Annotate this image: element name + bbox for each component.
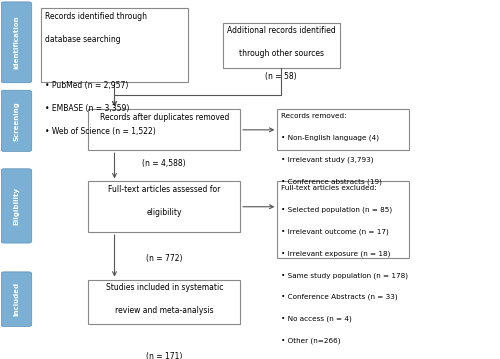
Text: Records after duplicates removed: Records after duplicates removed xyxy=(100,113,229,122)
FancyBboxPatch shape xyxy=(1,90,32,151)
FancyBboxPatch shape xyxy=(41,8,188,81)
Text: • PubMed (n = 2,957): • PubMed (n = 2,957) xyxy=(44,81,128,90)
Text: • Conference Abstracts (n = 33): • Conference Abstracts (n = 33) xyxy=(281,294,398,300)
Text: Records removed:: Records removed: xyxy=(281,113,346,119)
Text: Additional records identified: Additional records identified xyxy=(226,26,336,35)
Text: Screening: Screening xyxy=(14,101,20,141)
Text: Identification: Identification xyxy=(14,15,20,69)
Text: • Non-English language (4): • Non-English language (4) xyxy=(281,135,379,141)
Text: Full-text articles assessed for: Full-text articles assessed for xyxy=(108,185,220,194)
Text: review and meta-analysis: review and meta-analysis xyxy=(115,306,214,315)
FancyBboxPatch shape xyxy=(88,280,240,324)
FancyBboxPatch shape xyxy=(222,23,340,69)
FancyBboxPatch shape xyxy=(1,272,32,327)
Text: (n = 772): (n = 772) xyxy=(146,254,182,263)
Text: (n = 171): (n = 171) xyxy=(146,352,182,359)
Text: Full-text articles excluded:: Full-text articles excluded: xyxy=(281,185,376,191)
Text: Eligibility: Eligibility xyxy=(14,187,20,225)
Text: • Conference abstracts (19): • Conference abstracts (19) xyxy=(281,178,382,185)
Text: • EMBASE (n = 3,359): • EMBASE (n = 3,359) xyxy=(44,104,129,113)
Text: • Other (n=266): • Other (n=266) xyxy=(281,337,340,344)
Text: eligibility: eligibility xyxy=(146,208,182,217)
Text: (n = 4,588): (n = 4,588) xyxy=(142,159,186,168)
Text: • Same study population (n = 178): • Same study population (n = 178) xyxy=(281,272,408,279)
Text: (n = 58): (n = 58) xyxy=(266,73,297,81)
Text: • Irrelevant outcome (n = 17): • Irrelevant outcome (n = 17) xyxy=(281,229,388,235)
Text: • Irrelevant study (3,793): • Irrelevant study (3,793) xyxy=(281,157,374,163)
Text: • No access (n = 4): • No access (n = 4) xyxy=(281,316,351,322)
FancyBboxPatch shape xyxy=(278,109,409,150)
Text: database searching: database searching xyxy=(44,34,120,43)
Text: • Irrelevant exposure (n = 18): • Irrelevant exposure (n = 18) xyxy=(281,250,390,257)
Text: Included: Included xyxy=(14,282,20,316)
Text: Studies included in systematic: Studies included in systematic xyxy=(106,283,223,292)
Text: Records identified through: Records identified through xyxy=(44,11,146,20)
FancyBboxPatch shape xyxy=(1,169,32,243)
FancyBboxPatch shape xyxy=(88,181,240,232)
FancyBboxPatch shape xyxy=(1,2,32,83)
Text: • Web of Science (n = 1,522): • Web of Science (n = 1,522) xyxy=(44,127,156,136)
Text: • Selected population (n = 85): • Selected population (n = 85) xyxy=(281,207,392,213)
FancyBboxPatch shape xyxy=(88,109,240,150)
FancyBboxPatch shape xyxy=(278,181,409,258)
Text: through other sources: through other sources xyxy=(238,49,324,58)
